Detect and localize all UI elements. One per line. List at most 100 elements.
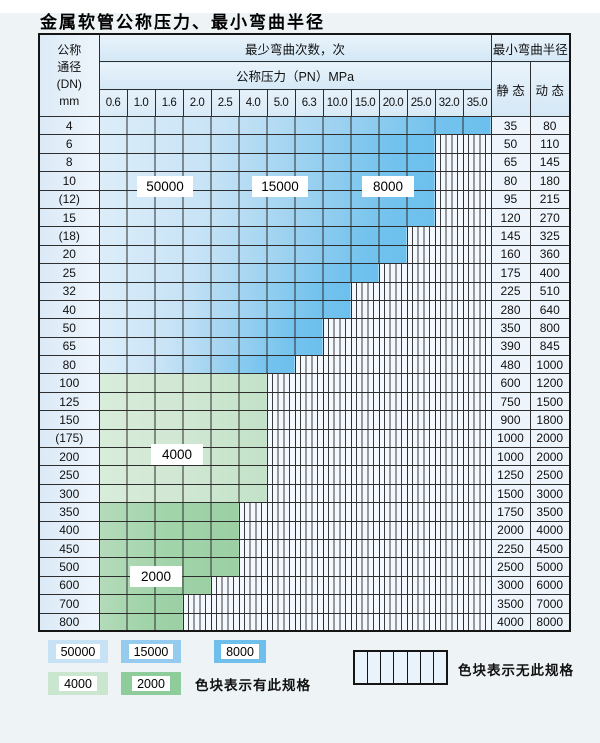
table-body: 4 35 80 6 50 110 8 65 145 10 80 180 (12) 95 215 15 120 27… bbox=[38, 115, 571, 632]
dynamic-radius-value: 510 bbox=[529, 281, 571, 301]
pressure-group-header: 公称压力（PN）MPa bbox=[98, 61, 492, 90]
no-spec-cell bbox=[266, 575, 296, 596]
no-spec-cell bbox=[294, 428, 324, 449]
table-row: 32 225 510 bbox=[38, 281, 571, 301]
no-spec-cell bbox=[266, 502, 296, 522]
dynamic-radius-value: 845 bbox=[529, 336, 571, 357]
no-spec-cell bbox=[434, 483, 464, 504]
dn-label: 8 bbox=[38, 152, 100, 173]
dn-label: 65 bbox=[38, 336, 100, 357]
no-spec-cell bbox=[238, 575, 268, 596]
no-spec-cell bbox=[462, 152, 492, 173]
no-spec-cell bbox=[406, 281, 436, 301]
no-spec-cell bbox=[434, 281, 464, 301]
no-spec-cell bbox=[434, 244, 464, 265]
dn-label: (12) bbox=[38, 189, 100, 209]
no-spec-cell bbox=[266, 391, 296, 412]
cycle-flag-50000: 50000 bbox=[137, 176, 193, 197]
no-spec-cell bbox=[266, 594, 296, 614]
no-spec-cell bbox=[350, 281, 380, 301]
no-spec-cell bbox=[266, 557, 296, 577]
top-white-strip bbox=[0, 0, 600, 13]
dn-label: 200 bbox=[38, 447, 100, 467]
pressure-value-header: 32.0 bbox=[434, 89, 464, 117]
no-spec-cell bbox=[406, 465, 436, 485]
legend-swatch-value: 2000 bbox=[132, 676, 170, 691]
table-row: 4 35 80 bbox=[38, 115, 571, 136]
pressure-value-header: 2.0 bbox=[182, 89, 212, 117]
spec-available-span bbox=[98, 226, 408, 246]
no-spec-cell bbox=[462, 134, 492, 154]
no-spec-cell bbox=[210, 594, 240, 614]
no-spec-cell bbox=[238, 502, 268, 522]
pressure-value-header: 5.0 bbox=[266, 89, 296, 117]
no-spec-cell bbox=[462, 391, 492, 412]
no-spec-legend-cell bbox=[394, 652, 408, 683]
no-spec-cell bbox=[462, 594, 492, 614]
legend-swatch-value: 8000 bbox=[221, 644, 259, 659]
dn-label: 50 bbox=[38, 318, 100, 338]
spec-available-span bbox=[98, 594, 184, 614]
has-spec-text: 色块表示有此规格 bbox=[195, 677, 311, 693]
dn-label: 10 bbox=[38, 171, 100, 191]
no-spec-cell bbox=[378, 391, 408, 412]
table-row: 15 120 270 bbox=[38, 207, 571, 228]
no-spec-cell bbox=[350, 575, 380, 596]
legend-row-green: 色块表示有此规格 4000 2000 bbox=[48, 672, 311, 695]
static-radius-value: 2250 bbox=[490, 538, 531, 559]
pressure-value-header: 6.3 bbox=[294, 89, 324, 117]
no-spec-cell bbox=[462, 171, 492, 191]
dn-corner-line: mm bbox=[59, 93, 80, 108]
table-row: 250 1250 2500 bbox=[38, 465, 571, 485]
no-spec-cell bbox=[378, 612, 408, 632]
dynamic-radius-value: 110 bbox=[529, 134, 571, 154]
no-spec-cell bbox=[266, 538, 296, 559]
dynamic-radius-value: 2000 bbox=[529, 447, 571, 467]
no-spec-cell bbox=[406, 355, 436, 375]
spec-available-span bbox=[98, 483, 268, 504]
dn-label: 400 bbox=[38, 520, 100, 540]
no-spec-cell bbox=[462, 483, 492, 504]
dn-label: 350 bbox=[38, 502, 100, 522]
dynamic-radius-value: 400 bbox=[529, 263, 571, 283]
pressure-value-header: 25.0 bbox=[406, 89, 436, 117]
no-spec-cell bbox=[406, 447, 436, 467]
no-spec-cell bbox=[406, 226, 436, 246]
no-spec-cell bbox=[350, 355, 380, 375]
no-spec-cell bbox=[322, 428, 352, 449]
pressure-value-header: 20.0 bbox=[378, 89, 408, 117]
no-spec-cell bbox=[294, 538, 324, 559]
no-spec-cell bbox=[378, 575, 408, 596]
dn-label: (18) bbox=[38, 226, 100, 246]
no-spec-cell bbox=[406, 502, 436, 522]
no-spec-cell bbox=[294, 355, 324, 375]
table-row: 40 280 640 bbox=[38, 299, 571, 320]
no-spec-cell bbox=[350, 447, 380, 467]
no-spec-cell bbox=[322, 520, 352, 540]
no-spec-cell bbox=[462, 447, 492, 467]
no-spec-cell bbox=[406, 336, 436, 357]
no-spec-cell bbox=[434, 355, 464, 375]
no-spec-cell bbox=[238, 538, 268, 559]
no-spec-cell bbox=[378, 281, 408, 301]
no-spec-cell bbox=[294, 447, 324, 467]
no-spec-cell bbox=[350, 410, 380, 430]
no-spec-cell bbox=[434, 152, 464, 173]
no-spec-cell bbox=[322, 336, 352, 357]
spec-available-span bbox=[98, 612, 184, 632]
no-spec-cell bbox=[322, 373, 352, 393]
no-spec-cell bbox=[238, 594, 268, 614]
no-spec-cell bbox=[350, 391, 380, 412]
spec-table: 公称 通径 (DN) mm 最少弯曲次数，次 最小弯曲半径 公称压力（PN）MPa 静… bbox=[38, 33, 571, 633]
dn-label: 250 bbox=[38, 465, 100, 485]
no-spec-cell bbox=[434, 538, 464, 559]
spec-available-span bbox=[98, 336, 324, 357]
no-spec-cell bbox=[378, 318, 408, 338]
legend-swatch-value: 50000 bbox=[55, 644, 101, 659]
dn-label: 4 bbox=[38, 115, 100, 136]
table-row: 150 900 1800 bbox=[38, 410, 571, 430]
dn-label: 700 bbox=[38, 594, 100, 614]
static-radius-value: 3000 bbox=[490, 575, 531, 596]
static-radius-value: 145 bbox=[490, 226, 531, 246]
static-radius-value: 280 bbox=[490, 299, 531, 320]
